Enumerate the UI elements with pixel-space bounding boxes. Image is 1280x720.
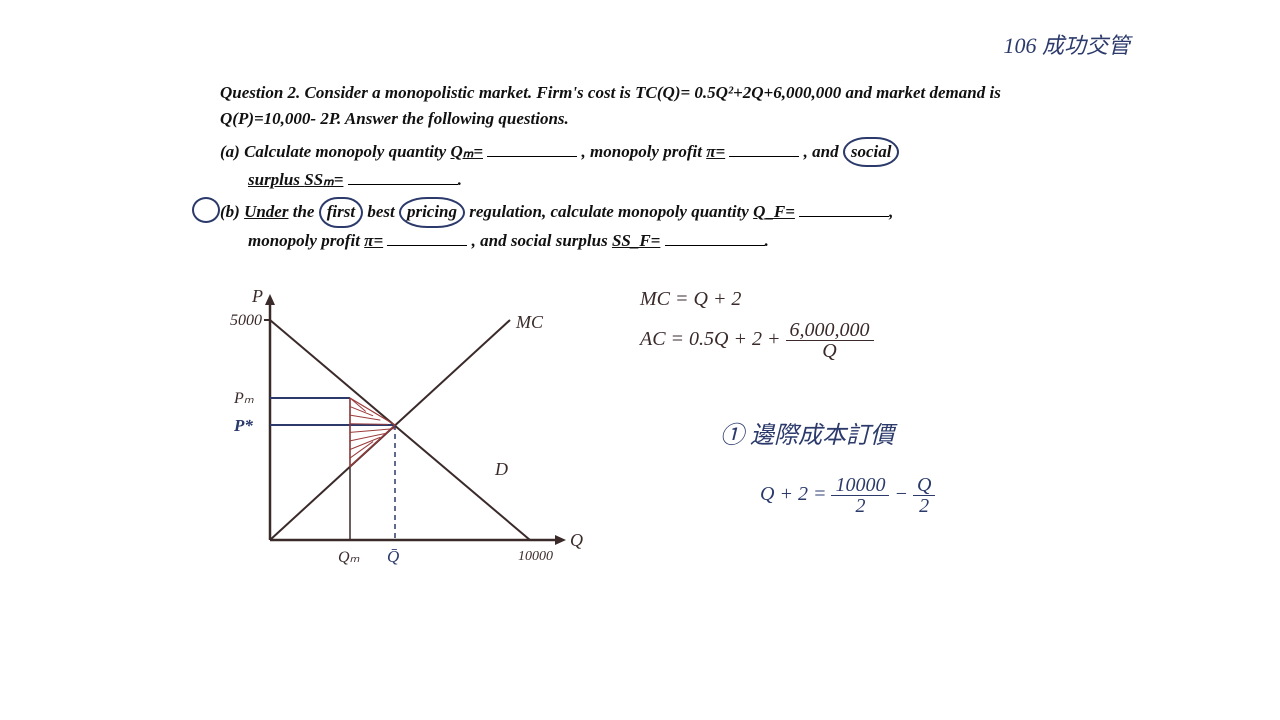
ac-equation: AC = 0.5Q + 2 + 6,000,000 Q [640,320,874,361]
question-number: Question 2. [220,83,300,102]
svg-text:Q̄: Q̄ [387,547,399,566]
ac-frac: 6,000,000 Q [786,320,874,361]
solve-lhs: Q + 2 = [760,483,831,505]
b-circle-icon [192,197,220,223]
monopoly-graph: P Q 5000 10000 MC D Pₘ P* Qₘ Q̄ [230,280,610,600]
svg-text:D: D [494,459,508,479]
svg-text:10000: 10000 [518,549,553,564]
blank [729,139,799,157]
a-qm: Qₘ= [450,142,483,161]
svg-text:Q: Q [570,530,583,550]
a-label: (a) [220,142,240,161]
b-label: (b) [220,202,240,221]
blank [665,228,765,246]
b-pi: π= [364,231,383,250]
svg-text:5000: 5000 [230,312,262,329]
a-pi: π= [706,142,725,161]
circled-first: first [319,197,363,227]
blank [487,139,577,157]
b-qf: Q_F= [753,202,795,221]
circled-pricing: pricing [399,197,465,227]
d2: 2 [913,496,935,516]
ac-den: Q [786,341,874,361]
a-t3: , and [804,142,843,161]
blank [799,199,889,217]
n1: 10000 [831,475,889,496]
ac-num: 6,000,000 [786,320,874,341]
blank [387,228,467,246]
header-note: 106 成功交管 [1003,28,1130,60]
t3: Answer the following questions. [345,109,569,128]
question-block: Question 2. Consider a monopolistic mark… [220,80,1040,254]
a-t2: , monopoly profit [582,142,707,161]
circled-social: social [843,137,900,167]
b-t3: , and social surplus [472,231,612,250]
b-under: Under [244,202,288,221]
ac-lhs: AC = 0.5Q + 2 + [640,328,786,350]
svg-text:P: P [251,286,263,306]
b-ss: SS_F= [612,231,660,250]
a-surplus: surplus [248,170,304,189]
a-t1: Calculate monopoly quantity [244,142,450,161]
n2: Q [913,475,935,496]
minus: − [894,483,913,505]
f1: 10000 2 [831,475,889,516]
mc-equation: MC = Q + 2 [640,288,741,311]
b-the: the [293,202,319,221]
svg-text:Qₘ: Qₘ [338,549,360,566]
a-ss: SSₘ= [304,170,343,189]
demand-eq: Q(P)=10,000- 2P. [220,109,341,128]
b-t1: regulation, calculate monopoly quantity [469,202,753,221]
t2: and market demand is [845,83,1000,102]
b-best: best [367,202,399,221]
note-bullet: ① 邊際成本訂價 [720,415,894,450]
d1: 2 [831,496,889,516]
svg-text:MC: MC [515,312,544,332]
f2: Q 2 [913,475,935,516]
part-a: (a) Calculate monopoly quantity Qₘ= , mo… [220,137,1040,194]
solve-equation: Q + 2 = 10000 2 − Q 2 [760,475,935,516]
question-intro: Question 2. Consider a monopolistic mark… [220,80,1040,133]
svg-text:P*: P* [233,416,253,435]
blank [348,167,458,185]
tc-eq: TC(Q)= 0.5Q²+2Q+6,000,000 [635,83,841,102]
part-b: (b) Under the first best pricing regulat… [220,197,1040,254]
b-t2: monopoly profit [248,231,364,250]
t1: Consider a monopolistic market. Firm's c… [305,83,636,102]
svg-text:Pₘ: Pₘ [233,390,254,407]
